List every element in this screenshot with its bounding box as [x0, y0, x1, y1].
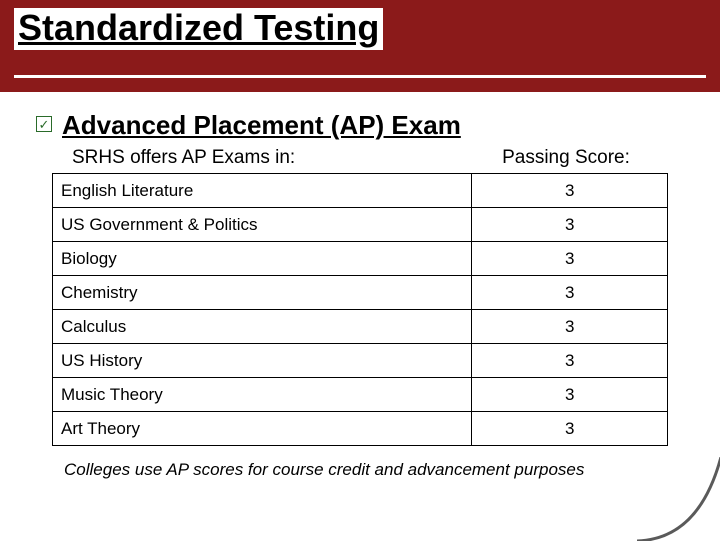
- score-cell: 3: [472, 174, 668, 208]
- score-cell: 3: [472, 208, 668, 242]
- table-header-left: SRHS offers AP Exams in:: [72, 147, 448, 169]
- subject-cell: US Government & Politics: [53, 208, 472, 242]
- score-cell: 3: [472, 242, 668, 276]
- subject-cell: Music Theory: [53, 378, 472, 412]
- table-row: English Literature3: [53, 174, 668, 208]
- subheading-row: ✓ Advanced Placement (AP) Exam: [36, 110, 684, 141]
- ap-exams-table: English Literature3US Government & Polit…: [52, 173, 668, 446]
- footnote: Colleges use AP scores for course credit…: [64, 460, 684, 480]
- content-area: ✓ Advanced Placement (AP) Exam SRHS offe…: [0, 92, 720, 480]
- score-cell: 3: [472, 310, 668, 344]
- score-cell: 3: [472, 412, 668, 446]
- page-title: Standardized Testing: [14, 8, 383, 50]
- subject-cell: Biology: [53, 242, 472, 276]
- table-header-right: Passing Score:: [448, 147, 684, 169]
- title-underline: [14, 75, 706, 78]
- table-row: US History3: [53, 344, 668, 378]
- subject-cell: US History: [53, 344, 472, 378]
- subject-cell: Art Theory: [53, 412, 472, 446]
- table-row: US Government & Politics3: [53, 208, 668, 242]
- subject-cell: Calculus: [53, 310, 472, 344]
- subject-cell: Chemistry: [53, 276, 472, 310]
- subheading: Advanced Placement (AP) Exam: [62, 110, 461, 141]
- subject-cell: English Literature: [53, 174, 472, 208]
- table-row: Biology3: [53, 242, 668, 276]
- table-row: Chemistry3: [53, 276, 668, 310]
- table-header-row: SRHS offers AP Exams in: Passing Score:: [72, 147, 684, 169]
- table-row: Music Theory3: [53, 378, 668, 412]
- table-row: Calculus3: [53, 310, 668, 344]
- title-bar: Standardized Testing: [0, 0, 720, 92]
- checkbox-icon: ✓: [36, 116, 52, 132]
- table-row: Art Theory3: [53, 412, 668, 446]
- score-cell: 3: [472, 378, 668, 412]
- score-cell: 3: [472, 276, 668, 310]
- score-cell: 3: [472, 344, 668, 378]
